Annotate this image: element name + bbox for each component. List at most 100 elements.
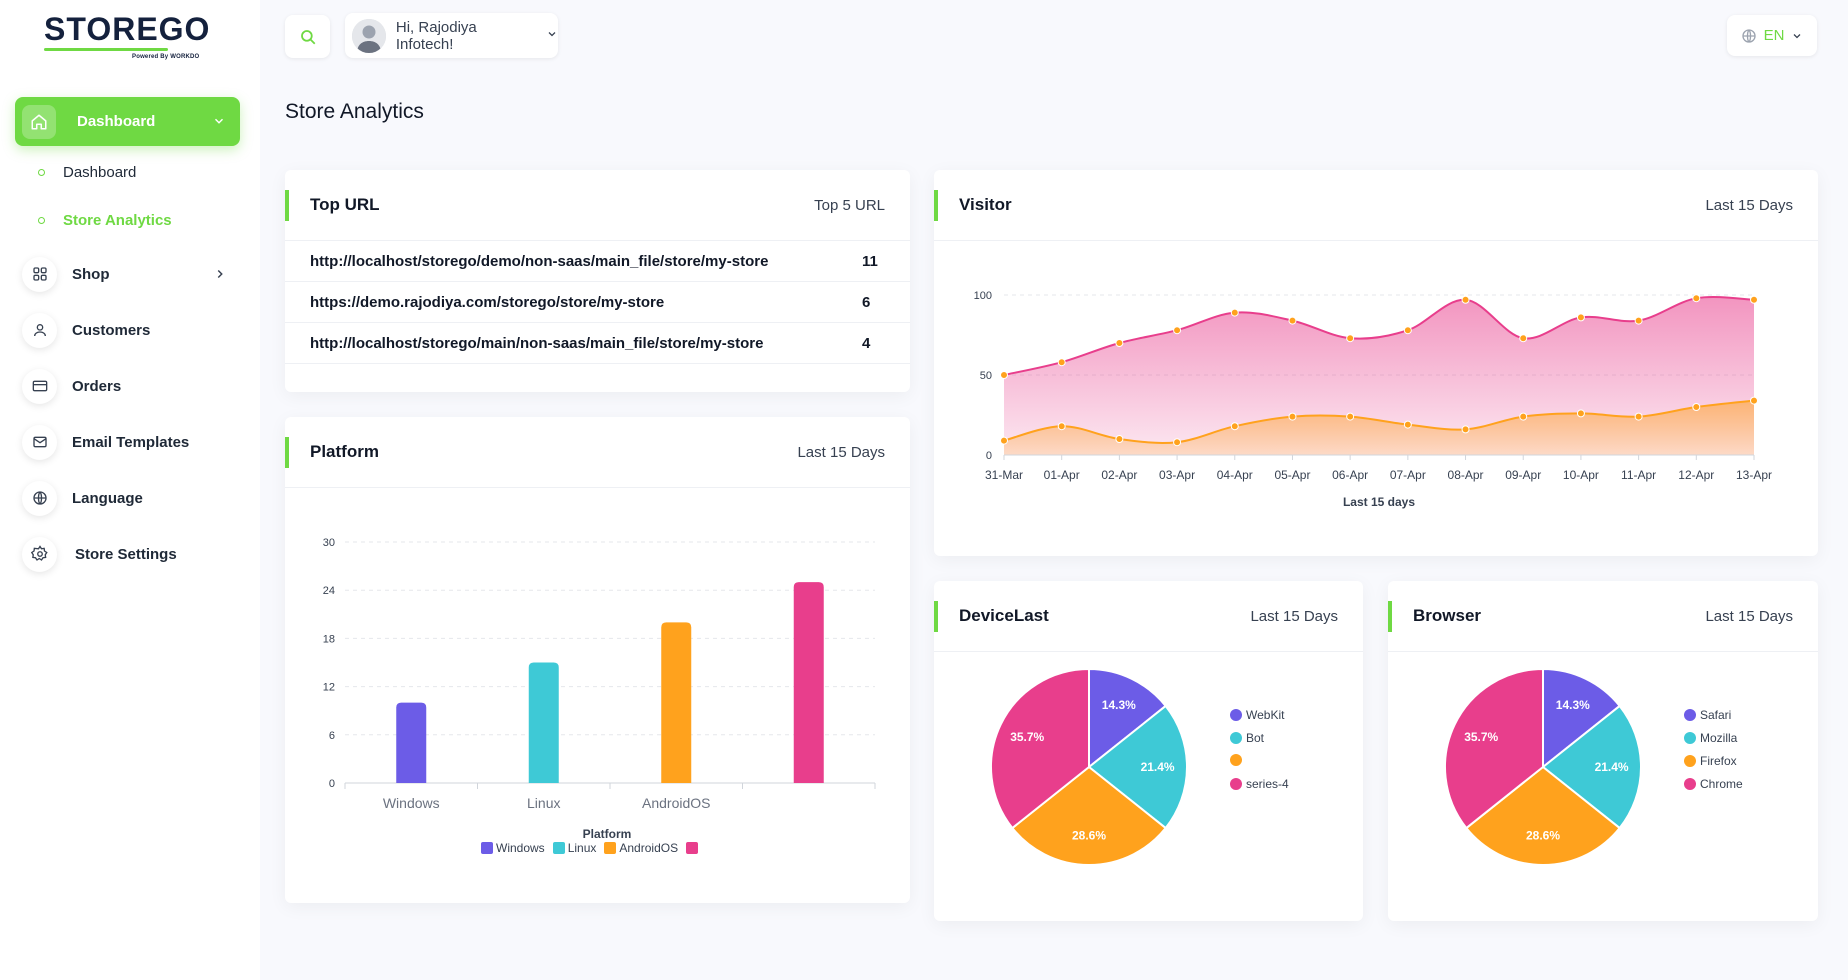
x-tick-label: AndroidOS — [642, 795, 710, 811]
data-point — [1057, 358, 1066, 367]
legend-item[interactable]: WebKit — [1230, 708, 1284, 722]
chevron-right-icon — [213, 267, 227, 286]
data-point — [1634, 316, 1643, 325]
legend-label: Safari — [1700, 708, 1732, 722]
x-axis-title: Last 15 days — [1343, 495, 1415, 509]
x-tick-label: 08-Apr — [1448, 468, 1484, 482]
data-point — [1403, 326, 1412, 335]
sidebar-item-shop[interactable]: Shop — [22, 254, 237, 294]
browser-card: Browser Last 15 Days 14.3% 21.4% 28.6% 35.7… — [1388, 581, 1818, 921]
page-title: Store Analytics — [285, 100, 424, 123]
data-point — [1230, 308, 1239, 317]
language-selector[interactable]: EN — [1727, 15, 1817, 56]
data-point — [1000, 371, 1008, 379]
series-line — [1003, 295, 1755, 376]
sidebar-item-customers[interactable]: Customers — [22, 310, 237, 350]
search-button[interactable] — [285, 15, 330, 58]
mail-icon — [22, 424, 57, 460]
data-point — [1173, 438, 1182, 447]
legend-item[interactable]: Chrome — [1684, 777, 1743, 791]
legend-item[interactable]: Bot — [1230, 731, 1264, 745]
slice-label: 35.7% — [1464, 730, 1498, 744]
legend-item[interactable] — [686, 842, 701, 854]
sidebar-item-language[interactable]: Language — [22, 478, 237, 518]
legend-label: Windows — [496, 841, 545, 855]
bar — [396, 702, 427, 783]
x-tick-label: 11-Apr — [1621, 468, 1656, 482]
pie-slice — [1464, 765, 1622, 866]
data-point — [1576, 313, 1585, 322]
sidebar-item-orders[interactable]: Orders — [22, 366, 237, 406]
url-text: https://demo.rajodiya.com/storego/store/… — [310, 294, 665, 311]
y-tick-label: 0 — [986, 450, 992, 462]
avatar — [352, 18, 386, 53]
url-text: http://localhost/storego/demo/non-saas/m… — [310, 253, 769, 270]
legend-item[interactable]: series-4 — [1230, 777, 1289, 791]
legend-item[interactable]: Windows — [481, 841, 545, 855]
user-menu[interactable]: Hi, Rajodiya Infotech! — [345, 13, 558, 58]
legend-label: series-4 — [1246, 777, 1289, 791]
legend-item[interactable]: Firefox — [1684, 754, 1737, 768]
platform-card: Platform Last 15 Days 0 6 12 18 24 30 Windows L… — [285, 417, 910, 903]
card-subtitle: Last 15 Days — [1705, 608, 1793, 625]
legend-item[interactable]: Mozilla — [1684, 731, 1737, 745]
x-tick-label: 13-Apr — [1736, 468, 1772, 482]
brand-name: STOREGO — [44, 11, 211, 47]
settings-icon — [22, 536, 57, 572]
y-tick-label: 24 — [323, 585, 335, 597]
pie-slice — [1542, 667, 1622, 770]
legend-label: WebKit — [1246, 708, 1285, 722]
pie-slice — [1010, 765, 1168, 866]
y-tick-label: 12 — [323, 682, 335, 694]
slice-label: 14.3% — [1102, 698, 1136, 712]
data-point — [1057, 422, 1066, 431]
brand-logo[interactable]: STOREGO Powered By WORKDO — [44, 11, 211, 60]
card-subtitle: Last 15 Days — [797, 444, 885, 461]
data-point — [1230, 422, 1239, 431]
search-icon — [300, 29, 315, 44]
language-code: EN — [1763, 27, 1785, 44]
x-tick-label: 01-Apr — [1044, 468, 1080, 482]
slice-label: 35.7% — [1010, 730, 1044, 744]
legend-item[interactable]: AndroidOS — [604, 841, 678, 855]
y-tick-label: 0 — [329, 778, 335, 790]
browser-pie-chart: 14.3% 21.4% 28.6% 35.7% — [1444, 667, 1642, 866]
pie-slice — [1541, 704, 1642, 830]
sidebar-item-store-settings[interactable]: Store Settings — [22, 534, 237, 574]
data-point — [1461, 425, 1470, 434]
pie-slice — [1444, 667, 1544, 830]
legend-item[interactable]: Linux — [552, 841, 596, 855]
legend-item[interactable]: Safari — [1684, 708, 1731, 722]
globe-icon — [1741, 28, 1756, 43]
sidebar-item-email-templates[interactable]: Email Templates — [22, 422, 237, 462]
grid-icon — [22, 256, 57, 292]
x-tick-label: 06-Apr — [1332, 468, 1368, 482]
url-count: 4 — [862, 335, 871, 352]
sidebar-item-label: Dashboard — [77, 113, 156, 130]
series-line — [1003, 399, 1755, 444]
x-tick-label: 12-Apr — [1678, 468, 1714, 482]
bar — [661, 622, 692, 783]
card-title: Platform — [310, 442, 379, 461]
data-point — [1115, 339, 1124, 347]
data-point — [1576, 409, 1585, 418]
sidebar-subitem-dashboard[interactable]: Dashboard — [38, 164, 136, 181]
sidebar: STOREGO Powered By WORKDO Dashboard Dash… — [0, 0, 260, 980]
top-url-card: Top URL Top 5 URL http://localhost/store… — [285, 170, 910, 392]
table-row: http://localhost/storego/main/non-saas/m… — [285, 323, 910, 364]
sidebar-item-dashboard[interactable]: Dashboard — [15, 97, 240, 146]
credit-card-icon — [22, 368, 57, 404]
sidebar-subitem-store-analytics[interactable]: Store Analytics — [38, 212, 172, 229]
data-point — [1115, 435, 1124, 443]
url-count: 11 — [862, 253, 878, 270]
data-point — [1692, 294, 1701, 303]
x-tick-label: Windows — [383, 795, 440, 811]
visitor-card: Visitor Last 15 Days 0 50 100 31-Mar 01-Apr 0… — [934, 170, 1818, 556]
url-count: 6 — [862, 294, 871, 311]
pie-slice — [1087, 704, 1188, 830]
legend-label: Mozilla — [1700, 731, 1738, 745]
card-title: Visitor — [959, 195, 1012, 214]
legend-item[interactable] — [1230, 754, 1246, 766]
data-point — [1346, 334, 1355, 343]
device-card: DeviceLast Last 15 Days 14.3% 21.4% 28.6% 3… — [934, 581, 1363, 921]
